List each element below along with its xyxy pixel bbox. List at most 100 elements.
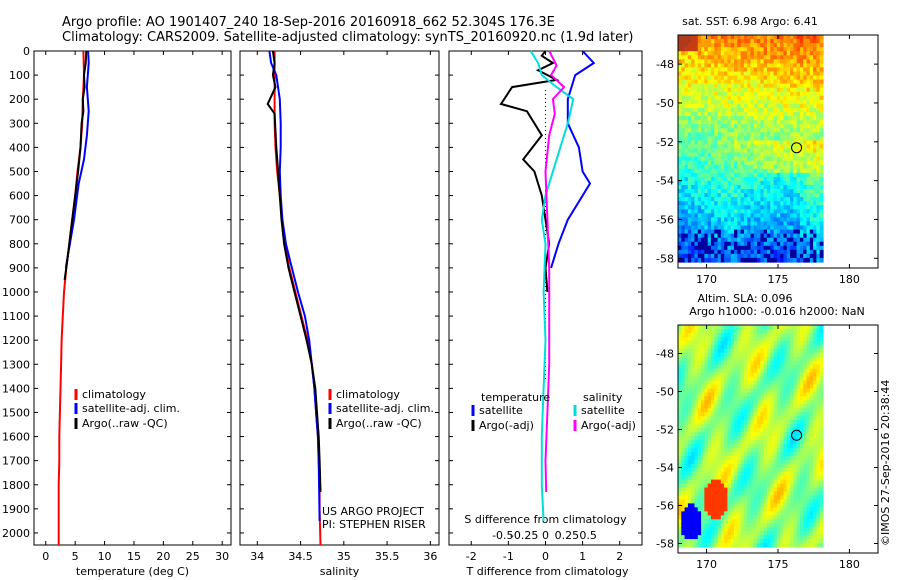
map-cell <box>763 400 768 405</box>
map-cell <box>707 201 712 206</box>
map-cell <box>760 471 765 477</box>
map-cell <box>793 372 798 378</box>
map-cell <box>753 132 758 137</box>
map-cell <box>724 539 729 544</box>
map-cell <box>763 539 768 544</box>
s-tick-label: -0.25 <box>510 529 538 542</box>
map-cell <box>714 197 719 202</box>
map-cell <box>737 467 742 473</box>
map-cell <box>687 221 692 227</box>
map-cell <box>770 233 775 239</box>
map-cell <box>796 116 801 121</box>
map-cell <box>743 95 748 101</box>
map-cell <box>773 400 778 405</box>
map-cell <box>694 245 699 251</box>
map-cell <box>694 535 699 540</box>
map-cell <box>737 332 742 338</box>
map-cell <box>803 217 808 223</box>
map-cell <box>770 164 775 170</box>
map-cell <box>786 332 791 338</box>
map-cell <box>773 360 778 366</box>
map-cell <box>697 344 702 350</box>
map-cell <box>697 416 702 421</box>
map-cell <box>714 132 719 137</box>
map-cell <box>750 156 755 162</box>
map-cell <box>720 116 725 121</box>
map-cell <box>707 120 712 125</box>
map-cell <box>793 160 798 166</box>
map-cell <box>724 148 729 154</box>
map-cell <box>783 325 788 330</box>
map-cell <box>740 535 745 540</box>
map-cell <box>803 233 808 239</box>
map-cell <box>727 325 732 330</box>
map-cell <box>730 344 735 350</box>
map-cell <box>704 467 709 473</box>
map-cell <box>720 408 725 413</box>
map-cell <box>707 384 712 390</box>
map-cell <box>707 495 712 501</box>
map-cell <box>809 55 814 60</box>
map-cell <box>750 152 755 158</box>
map-cell <box>691 180 696 186</box>
map-cell <box>776 63 781 69</box>
map-cell <box>750 209 755 214</box>
map-cell <box>806 107 811 113</box>
map-cell <box>730 180 735 186</box>
map-cell <box>806 164 811 170</box>
map-cell <box>780 172 785 178</box>
map-cell <box>790 156 794 162</box>
map-cell <box>753 392 758 397</box>
map-cell <box>796 35 801 40</box>
map-cell <box>766 487 771 493</box>
map-cell <box>724 523 729 528</box>
map-cell <box>806 416 811 421</box>
map-cell <box>799 412 804 417</box>
map-cell <box>766 416 771 421</box>
map-cell <box>714 527 719 532</box>
map-cell <box>704 164 709 170</box>
map-cell <box>813 148 818 154</box>
map-cell <box>684 124 689 129</box>
map-cell <box>753 412 758 417</box>
map-cell <box>747 132 752 137</box>
map-cell <box>707 87 712 93</box>
map-cell <box>707 519 712 524</box>
map-cell <box>747 455 752 461</box>
map-cell <box>743 400 748 405</box>
y-tick-label: 1800 <box>2 479 30 492</box>
map-cell <box>743 184 748 190</box>
map-cell <box>704 213 709 219</box>
map-cell <box>701 340 705 346</box>
map-cell <box>678 136 682 141</box>
map-cell <box>710 495 715 501</box>
map-cell <box>737 325 742 330</box>
map-cell <box>809 103 814 109</box>
map-cell <box>790 459 794 465</box>
map-cell <box>697 332 702 338</box>
map-cell <box>717 352 722 358</box>
s-tick-label: 0.5 <box>579 529 597 542</box>
map-cell <box>790 467 794 473</box>
map-cell <box>763 107 768 113</box>
map-cell <box>760 336 765 342</box>
map-cell <box>687 368 692 374</box>
map-cell <box>740 209 745 214</box>
map-cell <box>724 193 729 198</box>
map-cell <box>750 332 755 338</box>
map-cell <box>783 336 788 342</box>
map-cell <box>697 189 702 194</box>
map-cell <box>694 55 699 60</box>
map-cell <box>813 91 818 97</box>
map-cell <box>734 152 738 158</box>
map-cell <box>710 184 715 190</box>
map-cell <box>678 459 682 465</box>
map-cell <box>776 352 781 358</box>
map-cell <box>734 455 738 461</box>
map-cell <box>737 539 742 544</box>
map-cell <box>819 189 824 194</box>
map-cell <box>796 515 801 520</box>
legend-label: climatology <box>336 388 400 401</box>
map-cell <box>783 364 788 370</box>
map-cell <box>687 503 692 508</box>
